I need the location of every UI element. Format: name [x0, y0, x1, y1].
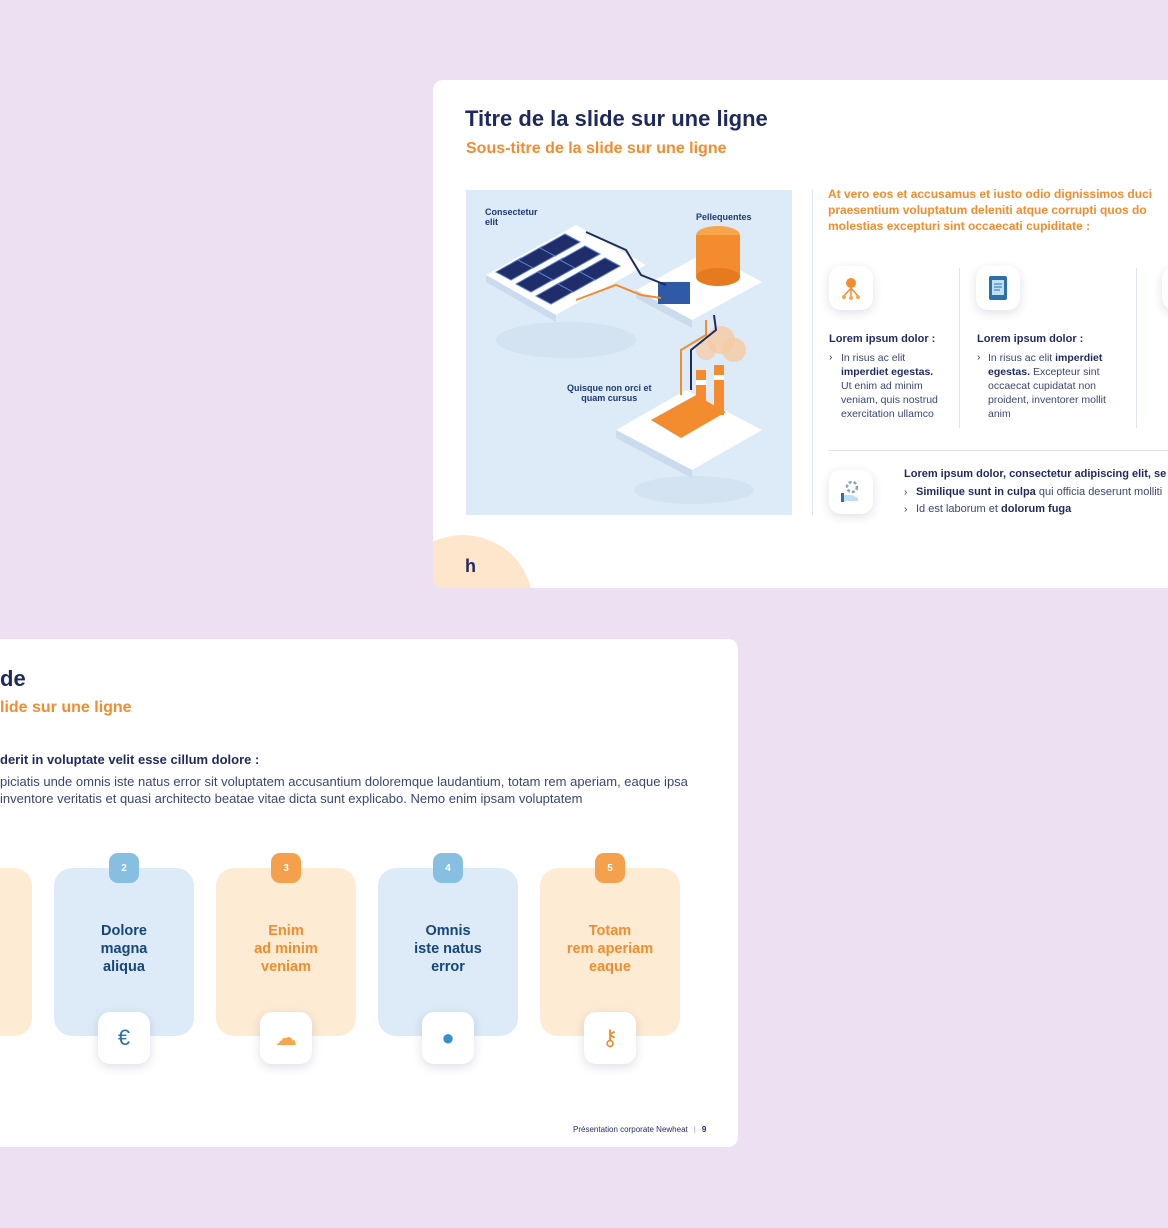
column-1-text: In risus ac elit imperdiet egestas. Ut e…: [841, 352, 938, 420]
brand-logo: h: [465, 556, 476, 576]
slide-1-subtitle: Sous-titre de la slide sur une ligne: [466, 140, 727, 157]
step-card-2: 2 Dolore magna aliqua €: [54, 853, 194, 1064]
step-card-4: 4 Omnis iste natus error ●: [378, 853, 518, 1064]
energy-illustration: Consectetur elit Pellequentes Quisque no…: [466, 190, 792, 515]
corner-decoration: [433, 535, 533, 588]
step-card-label: Dolore magna aliqua: [100, 923, 148, 975]
step-number-badge: 5: [595, 853, 625, 883]
slide-2-subtitle: lide sur une ligne: [0, 699, 132, 716]
illustration-label-center: Quisque non orci et quam cursus: [567, 383, 652, 403]
slide-footer: Présentation corporate Newheat | 9: [573, 1125, 707, 1134]
step-number-badge: 3: [271, 853, 301, 883]
slide-1: Titre de la slide sur une ligne Sous-tit…: [433, 80, 1168, 588]
column-divider: [959, 268, 960, 428]
column-divider: [1136, 268, 1137, 428]
illustration-label-top-left: Consectetur elit: [485, 207, 538, 227]
slide-2-title: de: [0, 666, 26, 691]
bottom-line-2: Id est laborum et dolorum fuga: [916, 503, 1072, 515]
chevron-right-icon: ›: [904, 487, 908, 498]
bottom-line-1: Similique sunt in culpa qui officia dese…: [916, 486, 1163, 498]
hand-key-icon: ⚷: [584, 1012, 636, 1064]
slide-2-lead: derit in voluptate velit esse cillum dol…: [0, 752, 260, 767]
chevron-right-icon: ›: [904, 504, 908, 515]
step-card-partial: [0, 868, 32, 1036]
network-icon: [829, 266, 873, 310]
column-1-title: Lorem ipsum dolor :: [829, 333, 936, 345]
cloud-crossed-icon: ☁: [260, 1012, 312, 1064]
chevron-right-icon: ›: [829, 352, 833, 363]
slide-2: de lide sur une ligne derit in voluptate…: [0, 639, 738, 1147]
euro-receipt-icon: €: [98, 1012, 150, 1064]
slide-1-title: Titre de la slide sur une ligne: [465, 106, 768, 131]
illustration-label-top-right: Pellequentes: [696, 212, 752, 222]
vertical-divider: [812, 190, 813, 515]
intro-text: At vero eos et accusamus et iusto odio d…: [828, 187, 1153, 233]
column-2-title: Lorem ipsum dolor :: [977, 333, 1084, 345]
step-number-badge: 4: [433, 853, 463, 883]
step-card-label: Omnis iste natus error: [414, 923, 482, 975]
slide-2-paragraph: piciatis unde omnis iste natus error sit…: [0, 774, 688, 806]
bottom-lead-text: Lorem ipsum dolor, consectetur adipiscin…: [904, 468, 1167, 480]
cycle-circle-icon: ●: [422, 1012, 474, 1064]
column-2-text: In risus ac elit imperdiet egestas. Exce…: [988, 352, 1106, 420]
document-icon: [976, 266, 1020, 310]
hand-gear-icon: [829, 470, 873, 514]
step-card-label: Totam rem aperiam eaque: [566, 923, 654, 975]
partial-column-icon: [1162, 266, 1168, 310]
step-card-5: 5 Totam rem aperiam eaque ⚷: [540, 853, 680, 1064]
illustration-graphic: [486, 225, 762, 504]
step-number-badge: 2: [109, 853, 139, 883]
step-card-label: Enim ad minim veniam: [254, 923, 318, 975]
chevron-right-icon: ›: [977, 352, 981, 363]
step-card-3: 3 Enim ad minim veniam ☁: [216, 853, 356, 1064]
horizontal-divider: [828, 450, 1168, 451]
